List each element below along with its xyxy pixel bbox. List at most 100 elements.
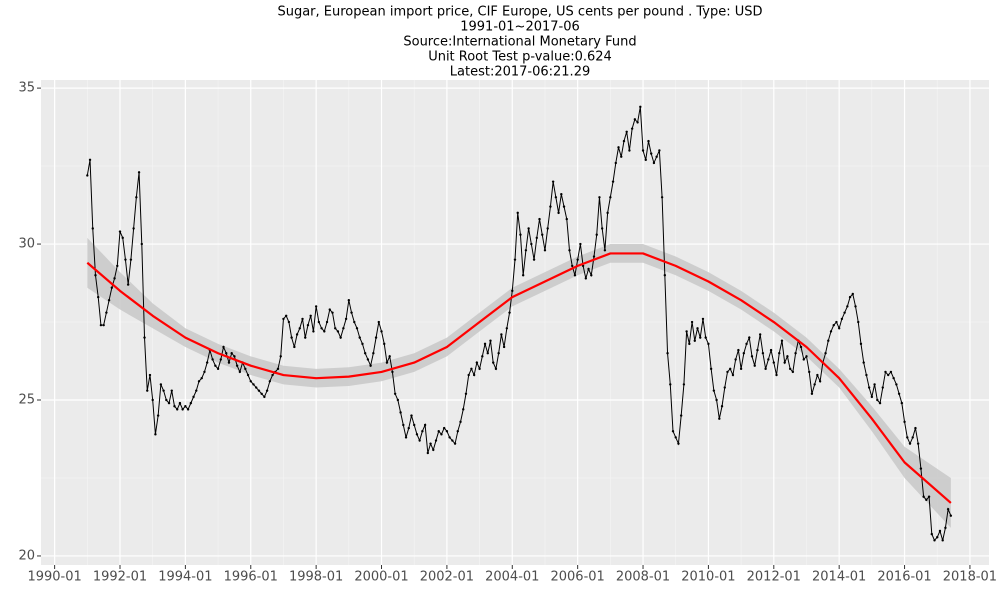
data-point <box>628 149 631 152</box>
data-point <box>418 439 421 442</box>
data-point <box>464 392 468 395</box>
x-tick-label: 2006-01 <box>550 570 604 585</box>
data-point <box>851 292 854 296</box>
data-point <box>889 370 893 374</box>
x-tick-label: 1994-01 <box>158 570 212 585</box>
data-point <box>549 205 552 208</box>
data-point <box>584 277 588 280</box>
x-tick-label: 2000-01 <box>354 570 408 585</box>
data-point <box>767 358 770 361</box>
data-point <box>396 398 400 402</box>
data-point <box>949 514 953 517</box>
data-point <box>132 227 135 230</box>
smooth-line <box>86 252 952 504</box>
data-point <box>854 305 857 308</box>
x-tick-label: 1992-01 <box>93 570 147 585</box>
data-point <box>884 370 887 374</box>
data-point <box>639 105 642 109</box>
data-point <box>881 386 884 389</box>
data-point <box>97 295 100 299</box>
data-point <box>385 361 389 364</box>
data-point <box>756 348 759 352</box>
data-point <box>284 314 288 317</box>
data-point <box>339 336 342 339</box>
data-point <box>922 495 925 498</box>
data-point <box>859 342 863 346</box>
data-point <box>900 401 904 405</box>
data-point <box>497 352 500 355</box>
data-point <box>818 380 822 383</box>
data-point <box>312 330 315 333</box>
data-point <box>786 355 789 358</box>
data-point <box>445 429 449 433</box>
data-point <box>633 118 637 121</box>
data-point <box>282 317 285 321</box>
data-point <box>222 345 225 349</box>
data-point <box>840 317 844 321</box>
data-point <box>500 333 503 336</box>
data-point <box>906 436 909 439</box>
data-point <box>216 367 220 371</box>
data-point <box>331 311 334 314</box>
data-point <box>772 361 775 364</box>
data-point <box>238 370 242 374</box>
data-point <box>440 433 443 436</box>
data-point <box>527 227 530 230</box>
data-point <box>827 339 830 342</box>
data-point <box>502 345 506 349</box>
data-point <box>478 367 481 371</box>
data-point <box>873 383 876 386</box>
data-point <box>571 264 574 268</box>
data-point <box>674 436 677 439</box>
data-point <box>323 330 326 333</box>
data-point <box>718 417 721 420</box>
data-point <box>230 352 233 355</box>
data-point <box>535 236 538 240</box>
data-point <box>494 367 498 371</box>
data-point <box>778 352 781 355</box>
data-point <box>723 386 726 389</box>
data-point <box>701 317 705 321</box>
data-point <box>925 498 928 502</box>
data-point <box>936 536 939 539</box>
data-point <box>489 339 492 342</box>
data-point <box>295 333 299 336</box>
data-point <box>587 267 590 271</box>
data-point <box>843 311 846 314</box>
data-point <box>579 242 582 246</box>
data-point <box>118 230 122 233</box>
data-point <box>377 320 380 324</box>
data-point <box>832 323 835 327</box>
data-point <box>930 532 933 536</box>
data-point <box>181 408 184 411</box>
data-point <box>165 398 168 402</box>
data-point <box>663 274 667 277</box>
data-point <box>576 258 579 261</box>
data-point <box>524 249 528 252</box>
data-point <box>276 367 280 371</box>
data-point <box>505 327 509 330</box>
data-point <box>162 389 165 392</box>
data-point <box>429 442 432 445</box>
data-point <box>481 355 484 358</box>
data-point <box>415 433 419 436</box>
data-point <box>407 426 410 430</box>
x-tick-label: 2014-01 <box>812 570 866 585</box>
data-point <box>554 196 558 199</box>
data-point <box>620 155 623 158</box>
data-point <box>835 320 838 324</box>
data-point <box>862 361 865 364</box>
data-point <box>729 367 732 371</box>
data-point <box>712 389 716 392</box>
data-point <box>562 205 566 208</box>
data-point <box>867 386 871 389</box>
data-point <box>336 330 340 333</box>
data-point <box>647 139 650 143</box>
data-point <box>696 327 699 330</box>
data-point <box>189 401 193 405</box>
chart-subtitle: Unit Root Test p-value:0.624 <box>428 50 612 65</box>
data-point <box>363 352 367 355</box>
data-point <box>848 295 852 299</box>
data-point <box>652 161 656 165</box>
data-point <box>644 158 647 162</box>
